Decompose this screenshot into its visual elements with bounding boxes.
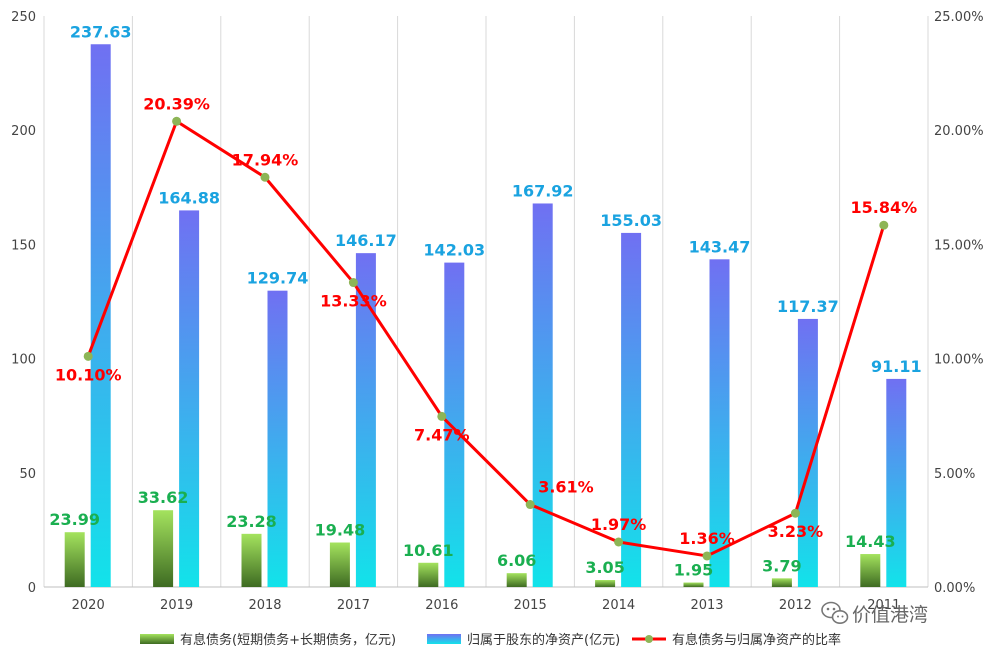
x-tick-label: 2015 xyxy=(514,598,547,613)
ratio-data-label: 1.36% xyxy=(679,529,735,548)
equity-bar xyxy=(90,44,111,588)
x-tick-label: 2019 xyxy=(160,598,193,613)
debt-data-label: 6.06 xyxy=(497,551,536,570)
equity-bar xyxy=(797,318,818,587)
debt-data-label: 14.43 xyxy=(845,532,896,551)
ratio-point xyxy=(879,220,889,230)
equity-data-label: 237.63 xyxy=(70,22,132,41)
ratio-point xyxy=(83,351,93,361)
legend[interactable]: 有息债务(短期债务+长期债务，亿元) 归属于股东的净资产(亿元) 有息债务与归属净资… xyxy=(140,632,841,648)
y-left-tick-label: 0 xyxy=(28,581,36,596)
y-right-tick-label: 15.00% xyxy=(934,238,984,253)
legend-label-debt: 有息债务(短期债务+长期债务，亿元) xyxy=(180,632,396,648)
x-tick-label: 2012 xyxy=(779,598,812,613)
equity-data-label: 146.17 xyxy=(335,231,397,250)
debt-data-label: 3.79 xyxy=(762,556,801,575)
ratio-data-label: 20.39% xyxy=(143,94,210,113)
ratio-point xyxy=(348,278,358,288)
legend-swatch-equity xyxy=(427,634,461,644)
y-left-tick-label: 150 xyxy=(11,238,36,253)
y-right-tick-label: 25.00% xyxy=(934,10,984,25)
equity-data-label: 155.03 xyxy=(600,211,662,230)
debt-data-label: 19.48 xyxy=(315,521,366,540)
y-right-tick-label: 20.00% xyxy=(934,124,984,139)
watermark-text: 价值港湾 xyxy=(852,604,928,626)
y-left-tick-label: 50 xyxy=(19,467,36,482)
ratio-data-label: 3.23% xyxy=(768,522,824,541)
wechat-icon xyxy=(821,601,849,624)
equity-bar xyxy=(621,232,642,587)
legend-label-equity: 归属于股东的净资产(亿元) xyxy=(467,632,620,648)
ratio-point xyxy=(437,411,447,421)
ratio-point xyxy=(790,508,800,518)
equity-bar xyxy=(179,210,200,588)
debt-bar xyxy=(860,554,881,587)
debt-bar xyxy=(329,542,350,587)
debt-data-label: 23.99 xyxy=(49,510,100,529)
y-left-tick-label: 250 xyxy=(11,10,36,25)
equity-bar xyxy=(444,262,465,587)
ratio-data-label: 7.47% xyxy=(414,425,470,444)
debt-bar xyxy=(595,580,616,587)
debt-bar xyxy=(153,510,174,587)
y-left-tick-label: 100 xyxy=(11,353,36,368)
debt-data-label: 1.95 xyxy=(674,561,713,580)
ratio-point xyxy=(525,500,535,510)
legend-label-ratio: 有息债务与归属净资产的比率 xyxy=(672,632,841,648)
equity-data-label: 167.92 xyxy=(512,181,574,200)
debt-data-label: 33.62 xyxy=(138,488,189,507)
watermark: 价值港湾 xyxy=(821,601,928,626)
debt-bar xyxy=(64,532,85,587)
ratio-point xyxy=(614,537,624,547)
ratio-data-label: 3.61% xyxy=(538,478,594,497)
grid xyxy=(43,16,929,587)
equity-data-label: 117.37 xyxy=(777,297,839,316)
debt-data-label: 10.61 xyxy=(403,541,454,560)
y-right-tick-label: 5.00% xyxy=(934,467,975,482)
ratio-line xyxy=(83,116,889,561)
data-labels: 23.99 237.63 33.62 164.88 23.28 129.74 19.48 14… xyxy=(49,22,921,579)
debt-bar xyxy=(771,578,792,587)
equity-bar xyxy=(355,253,376,588)
legend-marker-ratio xyxy=(645,635,653,643)
equity-bar xyxy=(267,290,288,587)
ratio-series-line xyxy=(86,119,886,558)
debt-bar xyxy=(418,562,439,587)
x-tick-label: 2017 xyxy=(337,598,370,613)
x-tick-label: 2016 xyxy=(425,598,458,613)
equity-data-label: 129.74 xyxy=(247,269,309,288)
legend-swatch-debt xyxy=(140,634,174,644)
ratio-point xyxy=(260,172,270,182)
equity-bar xyxy=(532,203,553,588)
y-right-tick-label: 0.00% xyxy=(934,581,975,596)
x-tick-label: 2020 xyxy=(72,598,105,613)
ratio-data-label: 1.97% xyxy=(591,515,647,534)
equity-bar xyxy=(886,378,907,587)
equity-data-label: 91.11 xyxy=(871,357,922,376)
ratio-point xyxy=(172,116,182,126)
equity-data-label: 142.03 xyxy=(423,241,485,260)
x-tick-label: 2011 xyxy=(867,598,900,613)
ratio-data-label: 15.84% xyxy=(850,198,917,217)
equity-bar xyxy=(709,259,730,587)
x-tick-label: 2018 xyxy=(248,598,281,613)
debt-data-label: 3.05 xyxy=(585,558,624,577)
ratio-data-label: 10.10% xyxy=(55,365,122,384)
y-right-tick-label: 10.00% xyxy=(934,353,984,368)
equity-data-label: 143.47 xyxy=(689,237,751,256)
ratio-data-label: 13.33% xyxy=(320,292,387,311)
equity-data-label: 164.88 xyxy=(158,188,220,207)
debt-bar xyxy=(506,573,527,587)
debt-bar xyxy=(241,533,262,587)
ratio-data-label: 17.94% xyxy=(232,150,299,169)
ratio-point xyxy=(702,551,712,561)
x-tick-label: 2014 xyxy=(602,598,635,613)
bars xyxy=(64,44,907,588)
x-tick-label: 2013 xyxy=(690,598,723,613)
y-left-tick-label: 200 xyxy=(11,124,36,139)
debt-data-label: 23.28 xyxy=(226,512,277,531)
debt-bar xyxy=(683,582,704,587)
